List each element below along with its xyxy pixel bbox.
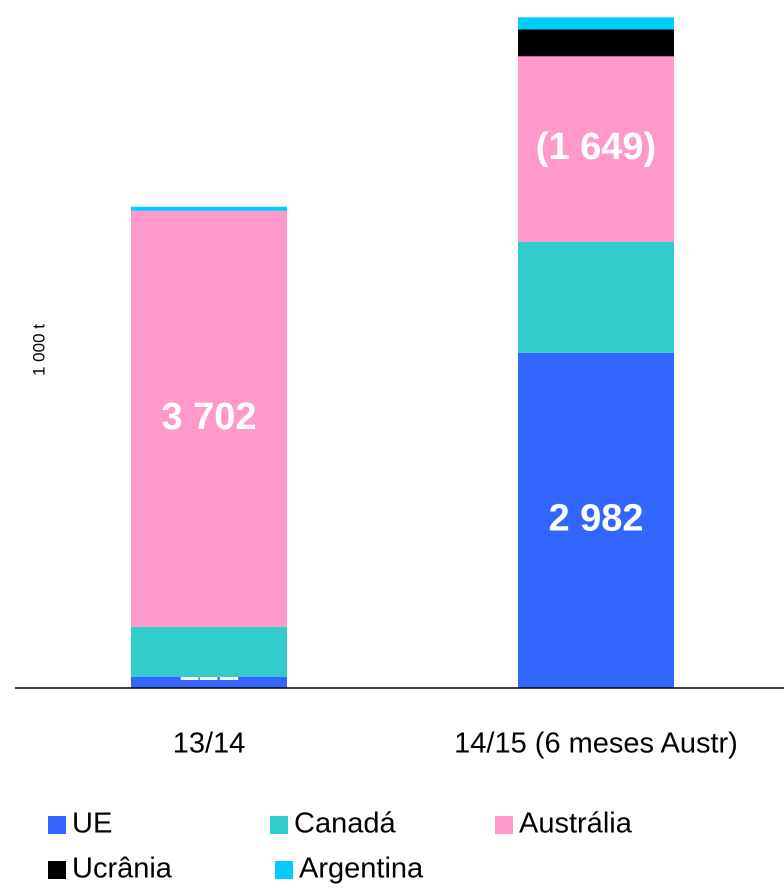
x-tick-label: 13/14 [173,728,246,760]
data-label: 2 982 [548,497,643,539]
bar-segment [518,352,674,688]
bar-segment [518,17,674,30]
legend-label: Canadá [294,808,396,840]
bar-segment [131,206,287,211]
legend-swatch [270,816,288,834]
legend-swatch [48,861,66,879]
legend-swatch [275,861,293,879]
legend-label: Argentina [299,853,424,885]
bar-segment [131,676,287,688]
legend-label: Austrália [519,808,633,840]
bar-segment [131,626,287,677]
y-axis-label: 1 000 t [29,324,48,376]
bar-segment [518,29,674,57]
x-tick-label: 14/15 (6 meses Austr) [454,728,738,760]
bar-segment [131,210,287,627]
legend-swatch [495,816,513,834]
data-label: (1 649) [536,126,656,168]
legend-label: UE [72,808,112,840]
legend-swatch [48,816,66,834]
bar-segment [518,241,674,353]
data-label: 3 702 [161,396,256,438]
bar-segment [518,56,674,242]
legend-label: Ucrânia [72,853,173,885]
